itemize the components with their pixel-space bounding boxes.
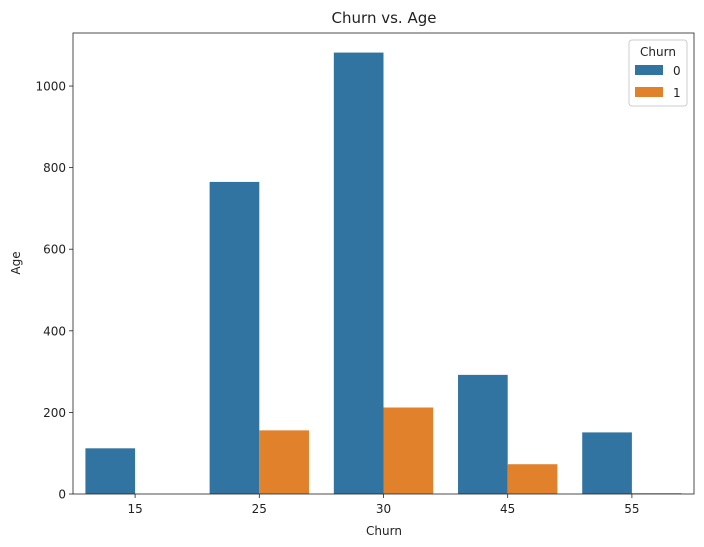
bar-churn-0-25 [209,181,260,494]
legend-title: Churn [640,45,676,59]
bar-churn-0-55 [582,432,632,494]
bars-layer [85,52,682,494]
y-axis: 0 200 400 600 800 1000 [35,80,73,502]
x-tick-label-25: 25 [252,502,267,516]
legend: Churn 0 1 [628,39,688,107]
plot-frame [72,32,695,495]
legend-label-churn-0: 0 [673,64,681,78]
bar-churn-1-45 [507,464,558,494]
chart-title: Churn vs. Age [332,9,437,27]
y-tick-label-1000: 1000 [35,80,66,94]
x-tick-label-45: 45 [500,502,515,516]
y-tick-label-600: 600 [43,243,66,257]
bar-churn-1-30 [383,407,434,494]
y-tick-label-800: 800 [43,161,66,175]
x-axis-label: Churn [366,524,402,538]
legend-swatch-churn-0 [635,65,663,75]
bar-churn-0-30 [333,52,384,494]
x-tick-label-15: 15 [127,502,142,516]
y-axis-label: Age [9,251,23,274]
x-axis: 15 25 30 45 55 [127,494,640,516]
legend-label-churn-1: 1 [673,86,681,100]
legend-swatch-churn-1 [635,87,663,97]
y-tick-label-0: 0 [58,488,66,502]
bar-churn-0-15 [85,448,136,494]
x-tick-label-55: 55 [624,502,639,516]
x-tick-label-30: 30 [376,502,391,516]
bar-churn-0-45 [458,374,508,494]
bar-churn-1-55 [631,493,682,494]
y-tick-label-400: 400 [43,324,66,338]
bar-churn-1-25 [259,430,309,494]
y-tick-label-200: 200 [43,406,66,420]
